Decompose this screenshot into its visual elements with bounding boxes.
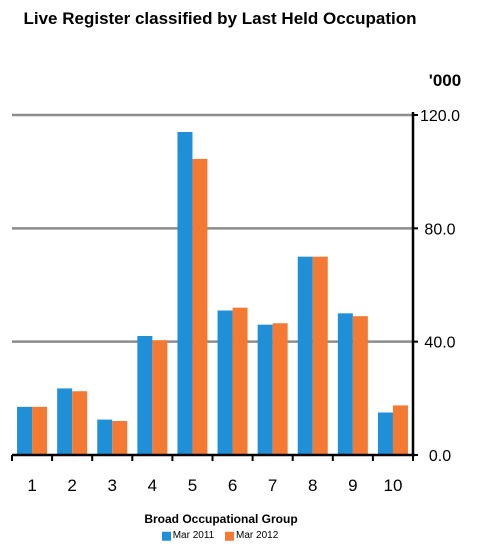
bar-mar-2012-group-5: [192, 158, 208, 455]
bar-mar-2012-group-4: [152, 340, 168, 455]
y-tick-label: 120.0: [420, 108, 460, 125]
bar-mar-2012-group-9: [352, 316, 368, 455]
bar-mar-2012-group-8: [312, 256, 328, 455]
x-tick-label: 9: [348, 476, 357, 495]
bars: [17, 132, 408, 455]
x-axis-title: Broad Occupational Group: [144, 512, 297, 526]
legend-item-series-1: Mar 2011: [161, 529, 215, 542]
x-tick-label: 8: [308, 476, 317, 495]
x-tick-label: 2: [67, 476, 76, 495]
bar-mar-2011-group-8: [297, 256, 313, 455]
bar-mar-2012-group-10: [392, 405, 408, 455]
bar-mar-2012-group-7: [272, 323, 288, 455]
bar-mar-2011-group-10: [377, 412, 393, 455]
y-tick-label: 40.0: [424, 335, 455, 352]
legend-swatch-series-1: [161, 531, 171, 541]
legend-label-series-1: Mar 2011: [172, 529, 215, 541]
y-tick-label: 0.0: [429, 448, 451, 465]
bar-mar-2012-group-3: [112, 421, 128, 455]
x-tick-label: 6: [228, 476, 237, 495]
bar-mar-2011-group-7: [257, 324, 273, 455]
bar-mar-2011-group-4: [137, 336, 153, 455]
bar-mar-2011-group-9: [337, 313, 353, 455]
bar-mar-2012-group-1: [32, 406, 48, 455]
bar-mar-2012-group-6: [232, 307, 248, 455]
legend-item-series-2: Mar 2012: [225, 530, 278, 542]
x-tick-label: 4: [148, 476, 157, 495]
x-tick-label: 7: [268, 476, 277, 495]
x-tick-label: 5: [188, 476, 197, 495]
bar-mar-2011-group-1: [17, 406, 33, 455]
axes: [11, 112, 418, 461]
x-tick-label: 3: [108, 476, 117, 495]
x-tick-label: 1: [27, 476, 36, 495]
x-tick-label: 10: [383, 476, 402, 495]
gridlines: [12, 113, 413, 343]
bar-mar-2011-group-6: [217, 310, 233, 455]
legend: Mar 2011 Mar 2012: [0, 530, 440, 545]
bar-mar-2011-group-2: [57, 388, 73, 455]
y-unit-label: '000: [429, 71, 461, 90]
bar-mar-2011-group-5: [177, 132, 193, 455]
legend-label-series-2: Mar 2012: [236, 529, 279, 541]
bar-mar-2011-group-3: [97, 419, 113, 455]
legend-swatch-series-2: [225, 531, 235, 541]
bar-mar-2012-group-2: [72, 391, 88, 455]
chart-title: Live Register classified by Last Held Oc…: [23, 9, 417, 28]
tick-labels: 0.0 40.0 80.0 120.0 1 2 3 4 5 6 7 8 9 10: [27, 108, 460, 495]
y-tick-label: 80.0: [424, 221, 455, 238]
